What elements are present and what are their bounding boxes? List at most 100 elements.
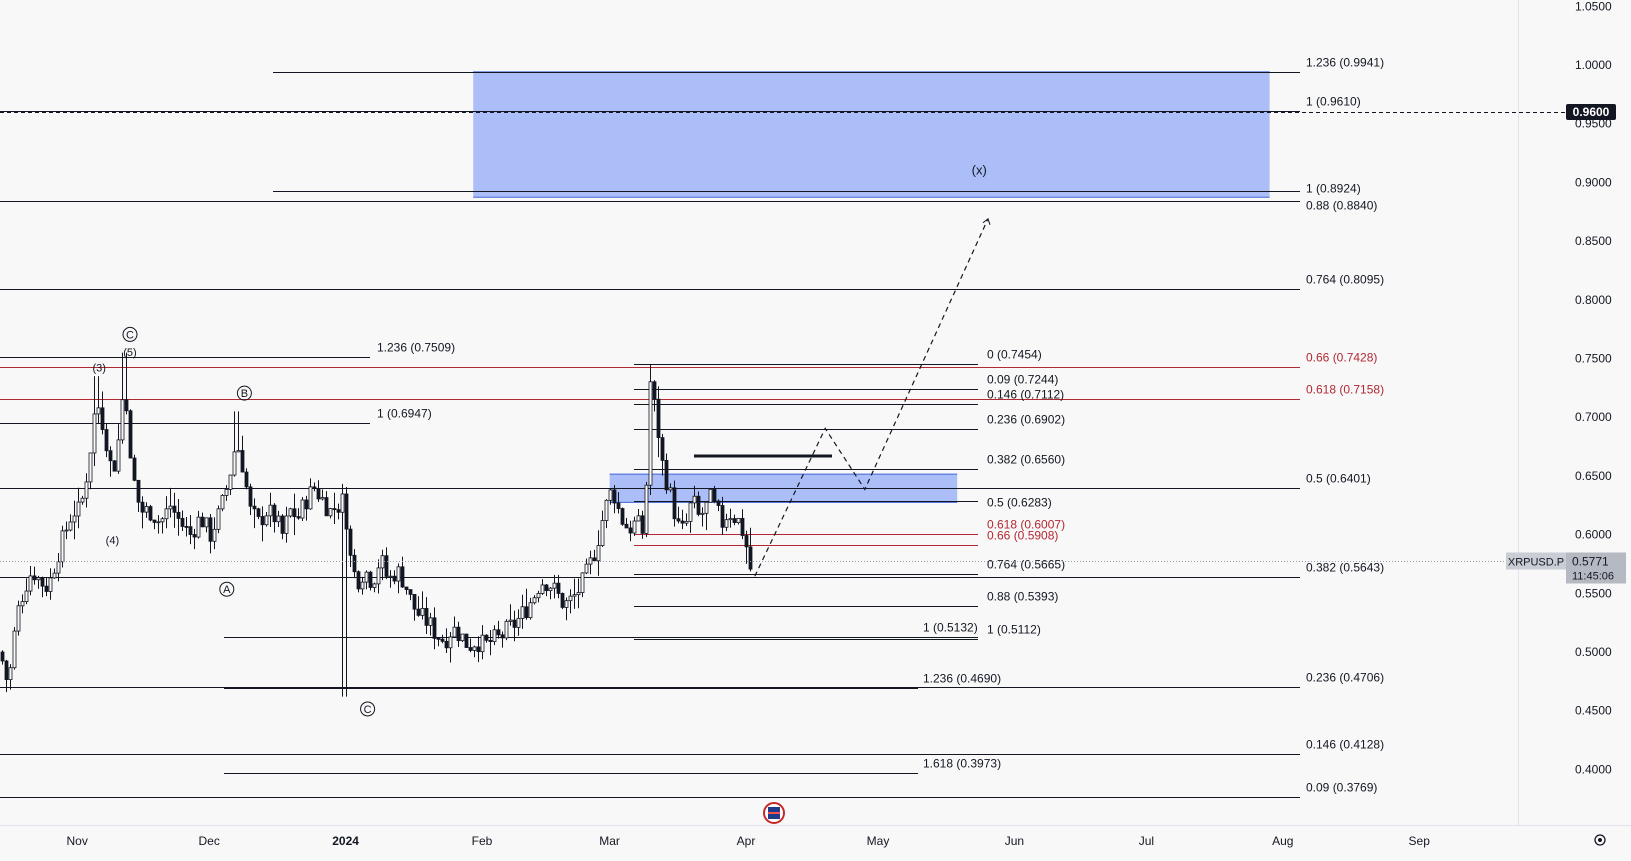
candle-body bbox=[704, 501, 709, 514]
candle-body bbox=[428, 617, 433, 626]
candle-body bbox=[528, 602, 533, 619]
candle-body bbox=[564, 600, 569, 608]
candle-body bbox=[316, 488, 321, 500]
candle-body bbox=[76, 501, 81, 517]
candle-body bbox=[60, 530, 65, 563]
fib-level-label: 1.618 (0.3973) bbox=[923, 757, 1001, 771]
candle-body bbox=[508, 619, 513, 622]
candle-body bbox=[636, 515, 641, 522]
wave-label: B bbox=[241, 388, 248, 400]
candle-body bbox=[136, 479, 141, 503]
candle-body bbox=[556, 582, 561, 594]
projection-arrowhead bbox=[982, 217, 991, 225]
candle-body bbox=[580, 572, 585, 593]
price-tick-label: 0.7000 bbox=[1575, 410, 1612, 424]
fib-level-label: 0.146 (0.7112) bbox=[987, 388, 1064, 402]
candle-body bbox=[252, 505, 257, 510]
candle-body bbox=[100, 407, 105, 430]
candle-body bbox=[332, 508, 337, 511]
candle-body bbox=[340, 493, 345, 513]
candle-body bbox=[148, 506, 153, 521]
fib-levels-layer: 1.236 (0.9941) 1 (0.9610) 1 (0.8924) 0.88 (… bbox=[0, 56, 1580, 798]
candle-body bbox=[220, 495, 225, 510]
candle-body bbox=[600, 520, 605, 546]
fib-level-label: 0.88 (0.8840) bbox=[1306, 199, 1377, 213]
candle-body bbox=[12, 630, 17, 669]
fib-level-label: 0.146 (0.4128) bbox=[1306, 738, 1384, 752]
candle-body bbox=[364, 571, 369, 583]
candle-body bbox=[512, 619, 517, 628]
candle-body bbox=[200, 516, 205, 528]
candle-body bbox=[592, 557, 597, 562]
time-tick-label: Apr bbox=[737, 834, 756, 848]
time-tick-label: Jul bbox=[1139, 834, 1154, 848]
candle-body bbox=[16, 605, 21, 632]
current-price-text: 0.5771 bbox=[1572, 554, 1609, 568]
price-tick-label: 0.8500 bbox=[1575, 234, 1612, 248]
fib-level-label: 0.618 (0.7158) bbox=[1306, 383, 1384, 397]
candle-body bbox=[260, 516, 265, 526]
time-tick-label: Feb bbox=[472, 834, 493, 848]
candle-body bbox=[552, 582, 557, 589]
candle-body bbox=[740, 517, 745, 536]
candle-body bbox=[736, 517, 741, 523]
price-tick-label: 0.4500 bbox=[1575, 704, 1612, 718]
candle-body bbox=[64, 529, 69, 532]
wave-label-circle bbox=[122, 326, 138, 342]
candle-body bbox=[56, 561, 61, 574]
candle-body bbox=[172, 505, 177, 513]
settings-gear-icon[interactable] bbox=[1594, 834, 1606, 846]
candle-body bbox=[388, 575, 393, 578]
candle-body bbox=[540, 584, 545, 594]
candle-body bbox=[560, 593, 565, 608]
hline-price-text: 0.9600 bbox=[1573, 105, 1610, 119]
candle-body bbox=[288, 508, 293, 517]
candle-body bbox=[436, 638, 441, 640]
fib-level-label: 0.236 (0.4706) bbox=[1306, 671, 1384, 685]
price-tick-label: 0.5000 bbox=[1575, 645, 1612, 659]
fib-level-label: 1 (0.9610) bbox=[1306, 95, 1361, 109]
fib-level-label: 1 (0.6947) bbox=[377, 407, 432, 421]
candle-body bbox=[116, 439, 121, 472]
candle-body bbox=[452, 626, 457, 638]
candle-body bbox=[24, 590, 29, 603]
candle-body bbox=[68, 521, 73, 531]
candle-body bbox=[28, 575, 33, 592]
candle-body bbox=[608, 489, 613, 501]
candle-body bbox=[212, 528, 217, 542]
candle-body bbox=[568, 595, 573, 602]
time-tick-label: Jun bbox=[1005, 834, 1024, 848]
countdown-text: 11:45:06 bbox=[1572, 570, 1614, 582]
candle-body bbox=[264, 515, 269, 526]
candle-body bbox=[276, 515, 281, 523]
candle-body bbox=[184, 526, 189, 528]
wave-label: C bbox=[126, 329, 134, 341]
candle-body bbox=[224, 489, 229, 496]
target-zone bbox=[473, 71, 1270, 198]
candle-body bbox=[192, 534, 197, 538]
price-tick-label: 1.0500 bbox=[1575, 0, 1612, 13]
candle-body bbox=[532, 597, 537, 604]
candle-body bbox=[32, 575, 37, 581]
candles-layer bbox=[0, 352, 753, 697]
candle-body bbox=[668, 487, 673, 491]
candle-body bbox=[348, 528, 353, 556]
candle-body bbox=[716, 500, 721, 506]
candle-body bbox=[168, 505, 173, 510]
gear-hub bbox=[1598, 838, 1602, 842]
candle-body bbox=[320, 497, 325, 500]
candle-body bbox=[180, 517, 185, 527]
price-tick-label: 0.9000 bbox=[1575, 175, 1612, 189]
candle-body bbox=[456, 626, 461, 642]
fib-level-label: 0.66 (0.7428) bbox=[1306, 351, 1377, 365]
wave-label-circle bbox=[360, 701, 376, 717]
candle-body bbox=[744, 535, 749, 548]
candle-body bbox=[48, 577, 53, 592]
candle-body bbox=[536, 592, 541, 599]
candle-body bbox=[128, 410, 133, 459]
candle-body bbox=[572, 594, 577, 597]
candle-body bbox=[256, 508, 261, 517]
candle-body bbox=[576, 592, 581, 596]
